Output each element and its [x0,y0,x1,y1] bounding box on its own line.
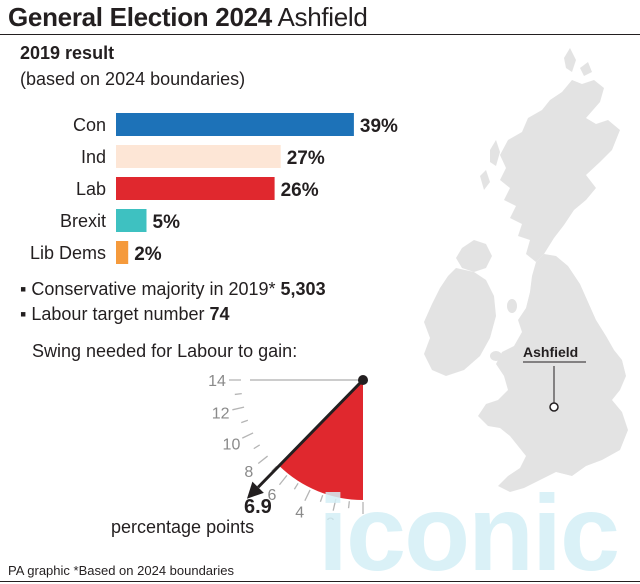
map-scotland [500,80,620,262]
swing-unit: percentage points [111,517,255,537]
chart-subtitle: 2019 result [20,43,115,63]
title-rule [0,34,640,35]
bullet: ▪ [20,279,32,299]
category-label: Lab [76,179,106,199]
dial-tick-label: 12 [212,405,230,422]
fact-majority-label: Conservative majority in 2019* [31,279,276,299]
dial-tick-label: 4 [295,505,304,520]
dial-tick-label: 8 [244,464,253,481]
category-label: Lib Dems [30,243,106,263]
dial-tick-label: 14 [208,373,226,390]
footer-note: PA graphic *Based on 2024 boundaries [8,563,234,578]
bar-lab [116,177,275,200]
chart-subnote: (based on 2024 boundaries) [20,69,246,89]
map-ireland [424,268,496,376]
dial-tick [257,455,269,465]
uk-map [424,48,628,492]
swing-value: 6.9 [244,496,272,518]
dial-tick [347,501,350,509]
bullet: ▪ [20,304,32,324]
bar-brexit [116,209,147,232]
bar-value-label: 2% [134,244,162,265]
map-northern-ireland [456,240,492,272]
swing-title: Swing needed for Labour to gain: [32,341,298,361]
dial-tick [293,482,299,490]
ashfield-marker [549,402,559,412]
dial-tick [332,498,337,511]
dial-tick [319,494,324,502]
dial-needle-arrow [246,481,264,499]
dial-tick [253,444,261,450]
watermark-logo: iconic [318,478,620,578]
watermark-text: iconic [318,478,618,578]
swing-sector [279,380,363,500]
title-bold: General Election 2024 [8,2,272,32]
dial-tick-label: 0 [359,519,368,520]
bar-value-label: 5% [153,212,181,233]
dial-tick [304,489,311,502]
fact-target-label: Labour target number [31,304,205,324]
bar-value-label: 27% [287,148,325,169]
bar-value-label: 26% [281,180,319,201]
category-label: Brexit [60,211,106,231]
dial-tick [241,432,254,439]
bar-ind [116,145,281,168]
dial-tick-label: 6 [268,487,277,504]
results-bar-chart: Con 39% Ind 27% Lab 26% Brexit 5% Lib Dems 2% [30,113,398,265]
dial-tick [232,406,245,411]
fact-majority: ▪ Conservative majority in 2019* 5,303 [20,279,326,300]
title-constituency: Ashfield [277,2,368,32]
bar-value-label: 39% [360,116,398,137]
fact-majority-value: 5,303 [280,279,326,299]
page-title: General Election 2024 Ashfield [8,2,368,33]
dial-tick [234,393,242,396]
fact-target: ▪ Labour target number 74 [20,304,230,325]
dial-tick [278,474,288,486]
dial-pivot [358,375,368,385]
dial-needle [257,378,365,489]
map-label-ashfield: Ashfield [523,344,579,360]
dial-tick-label: 10 [223,436,241,453]
category-label: Con [73,115,106,135]
fact-target-value: 74 [209,304,230,324]
bar-con [116,113,354,136]
dial-tick-label: 2 [326,515,335,520]
footer-rule [0,581,640,582]
map-england-wales [478,254,628,492]
bar-lib-dems [116,241,129,264]
category-label: Ind [81,147,106,167]
dial-tick [241,419,249,424]
